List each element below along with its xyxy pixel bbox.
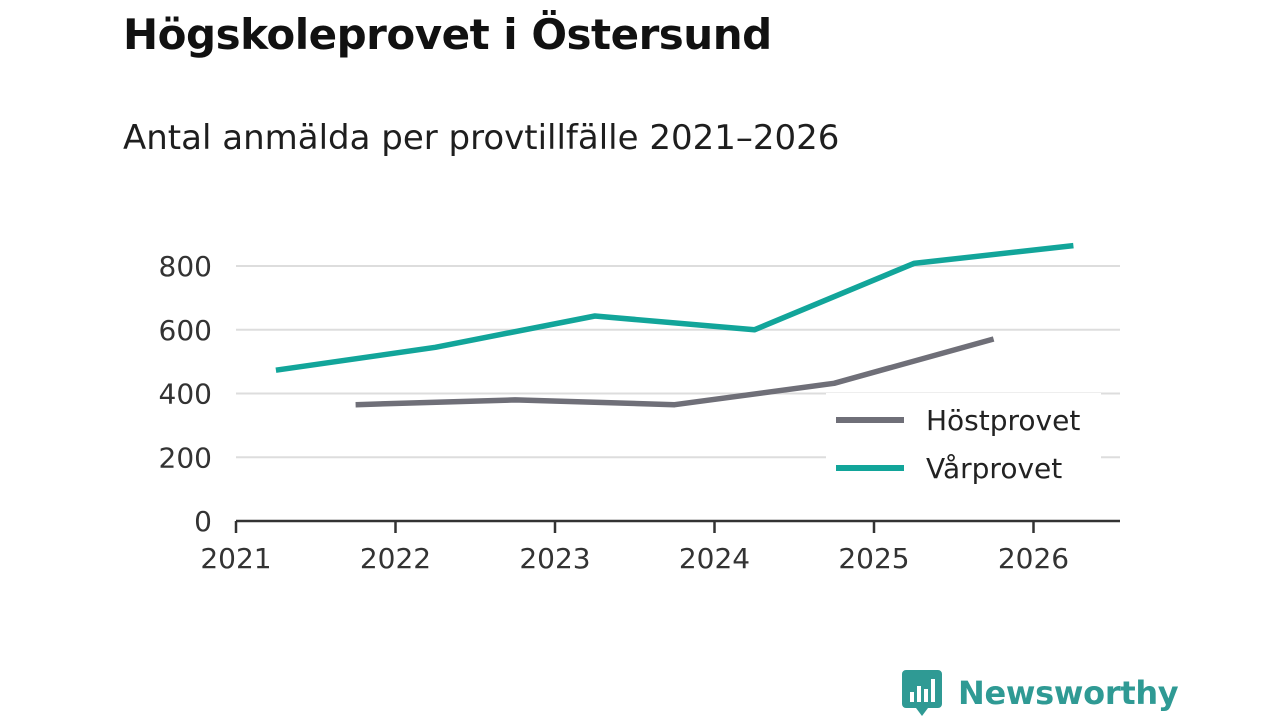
x-tick-label: 2022: [360, 542, 431, 575]
series-lines: [275, 242, 1074, 408]
chart-subtitle: Antal anmälda per provtillfälle 2021–202…: [123, 118, 840, 158]
brand-name: Newsworthy: [958, 674, 1179, 712]
legend: Höstprovet Vårprovet: [826, 393, 1101, 493]
series-line-varprovet: [275, 242, 1074, 373]
x-tick-label: 2024: [679, 542, 750, 575]
x-tick-label: 2025: [838, 542, 909, 575]
series-line-hostprovet: [355, 336, 995, 408]
y-tick-label: 200: [159, 441, 212, 474]
brand-logo: Newsworthy: [902, 670, 1179, 716]
y-tick-label: 400: [159, 378, 212, 411]
y-tick-label: 0: [194, 505, 212, 538]
legend-label: Vårprovet: [926, 452, 1062, 485]
y-tick-label: 600: [159, 314, 212, 347]
y-tick-label: 800: [159, 250, 212, 283]
chart-title: Högskoleprovet i Östersund: [123, 10, 772, 59]
newsworthy-chart-bubble-icon: [902, 670, 942, 716]
x-tick-label: 2021: [200, 542, 271, 575]
legend-background: [826, 393, 1101, 493]
x-tick-label: 2023: [519, 542, 590, 575]
axes: 0 200 400 600 800 2021 2022 2023 2024 2025 2026: [159, 250, 1120, 575]
legend-label: Höstprovet: [926, 404, 1080, 437]
x-tick-label: 2026: [998, 542, 1069, 575]
